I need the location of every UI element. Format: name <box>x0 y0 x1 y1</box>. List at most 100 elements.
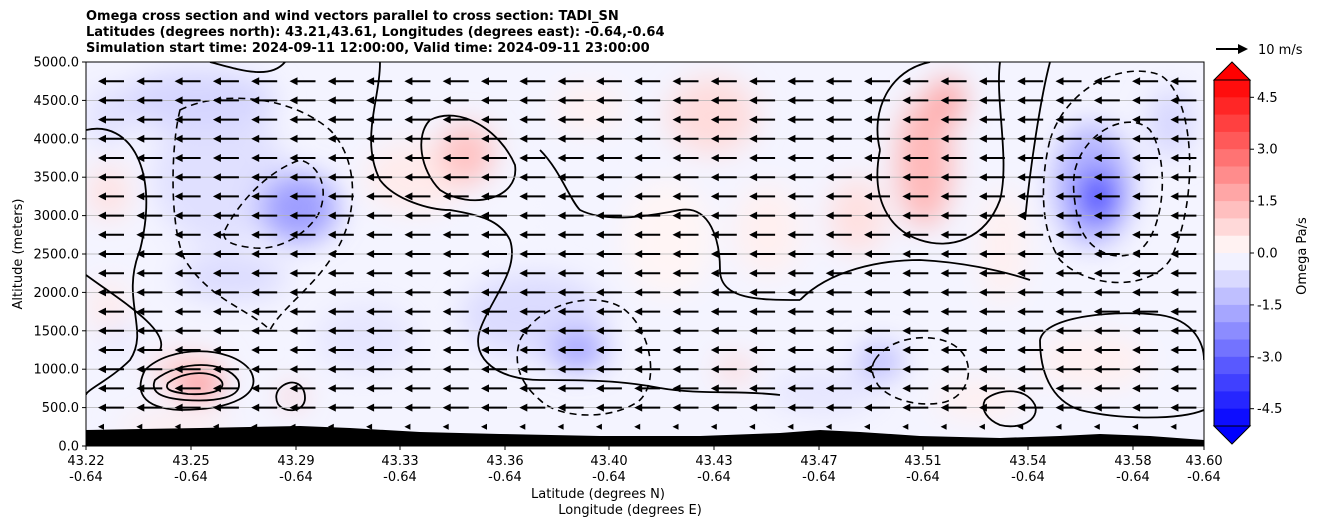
wind-vector-247 <box>672 269 699 278</box>
wind-vector-545 <box>978 77 1005 86</box>
wind-vector-519 <box>1093 96 1120 105</box>
wind-vector-362 <box>634 192 661 201</box>
wind-vector-261 <box>98 250 124 258</box>
wind-vector-499 <box>327 96 354 105</box>
wind-vector-236 <box>251 269 278 278</box>
wind-vector-248 <box>710 269 737 278</box>
wind-vector-454 <box>825 134 852 143</box>
colorbar-level-9 <box>1214 235 1250 254</box>
wind-vector-163 <box>787 326 814 335</box>
x-tick-lat-11: 43.60 <box>1185 454 1222 469</box>
x-tick-lat-5: 43.40 <box>590 454 627 469</box>
wind-vector-506 <box>595 96 622 105</box>
wind-vector-14 <box>634 423 641 430</box>
wind-vector-79 <box>902 384 929 393</box>
colorbar-level-12 <box>1214 287 1250 306</box>
wind-vector-526 <box>251 77 278 86</box>
wind-vector-384 <box>366 173 393 182</box>
wind-vector-191 <box>749 307 776 316</box>
wind-vector-169 <box>1017 326 1044 335</box>
wind-vector-458 <box>978 134 1005 143</box>
wind-vector-525 <box>212 77 239 86</box>
wind-vector-527 <box>289 77 316 86</box>
colorbar-level-15 <box>1214 339 1250 358</box>
wind-vector-270 <box>442 250 469 258</box>
wind-vector-466 <box>174 115 201 124</box>
contour-positive-1 <box>139 350 255 411</box>
wind-vector-353 <box>289 192 316 201</box>
wind-vector-473 <box>442 115 469 124</box>
quiver-key: 10 m/s <box>1216 43 1303 58</box>
wind-vector-359 <box>519 192 546 201</box>
wind-vector-403 <box>1093 173 1120 182</box>
wind-vector-67 <box>442 384 469 393</box>
wind-vector-318 <box>1170 230 1197 239</box>
quiver-key-arrow-icon <box>1238 44 1248 54</box>
wind-vector-93 <box>327 365 354 374</box>
colorbar-extend-min <box>1212 425 1252 445</box>
wind-vector-437 <box>174 134 201 143</box>
wind-vector-328 <box>442 211 469 220</box>
wind-vector-152 <box>366 326 393 335</box>
wind-vector-140 <box>1017 346 1044 354</box>
wind-vector-497 <box>251 96 278 105</box>
x-tick-lat-0: 43.22 <box>67 454 104 469</box>
wind-vector-8 <box>404 423 411 430</box>
plot-area <box>85 61 1205 447</box>
wind-vector-255 <box>978 269 1005 278</box>
wind-vector-544 <box>940 77 967 86</box>
wind-vector-416 <box>481 154 507 162</box>
x-tick-lat-9: 43.54 <box>1009 454 1046 469</box>
wind-vector-356 <box>404 192 431 201</box>
y-tick-label-3: 1500.0 <box>34 324 80 339</box>
colorbar-level-5 <box>1214 166 1250 185</box>
wind-vector-444 <box>442 134 469 143</box>
wind-vector-336 <box>749 211 776 220</box>
wind-vector-40 <box>519 403 546 412</box>
wind-vector-345 <box>1093 211 1120 220</box>
wind-vector-240 <box>404 269 431 278</box>
omega-cell-10 <box>191 382 216 393</box>
wind-vector-75 <box>749 384 776 393</box>
wind-vector-409 <box>212 154 239 162</box>
wind-vector-482 <box>787 115 814 124</box>
wind-vector-484 <box>864 115 890 124</box>
wind-vector-214 <box>519 288 546 297</box>
wind-vector-539 <box>749 77 776 86</box>
wind-vector-108 <box>902 365 929 374</box>
wind-vector-471 <box>366 115 393 124</box>
wind-vector-516 <box>978 96 1005 105</box>
wind-vector-116 <box>98 346 124 354</box>
wind-vector-465 <box>136 115 163 124</box>
wind-vector-380 <box>212 173 239 182</box>
wind-vector-164 <box>825 326 852 335</box>
wind-vector-422 <box>710 154 737 162</box>
wind-vector-0 <box>98 423 104 430</box>
wind-vector-538 <box>710 77 737 86</box>
wind-vector-52 <box>978 403 1005 412</box>
wind-vector-207 <box>251 288 278 297</box>
y-tick-label-9: 4500.0 <box>34 94 80 109</box>
colorbar-level-17 <box>1214 374 1250 392</box>
wind-vector-386 <box>442 173 469 182</box>
x-tick-lon-7: -0.64 <box>802 470 836 485</box>
wind-vector-200 <box>1093 307 1120 316</box>
wind-vector-112 <box>1055 365 1082 374</box>
wind-vector-265 <box>251 250 278 258</box>
wind-vector-522 <box>98 77 124 86</box>
wind-vector-320 <box>136 211 163 220</box>
wind-vector-59 <box>136 384 163 393</box>
wind-vector-82 <box>1017 384 1044 393</box>
wind-vector-316 <box>1093 230 1120 239</box>
wind-vector-45 <box>710 403 737 412</box>
wind-vector-150 <box>289 326 316 335</box>
x-tick-lat-7: 43.47 <box>800 454 837 469</box>
colorbar-label: Omega Pa/s <box>1295 217 1310 295</box>
wind-vector-434 <box>1170 154 1197 162</box>
wind-vector-460 <box>1055 134 1082 143</box>
wind-vector-6 <box>327 423 334 430</box>
wind-vector-280 <box>825 250 852 258</box>
wind-vector-305 <box>672 230 699 239</box>
wind-vector-36 <box>366 403 393 412</box>
wind-vector-295 <box>289 230 316 239</box>
